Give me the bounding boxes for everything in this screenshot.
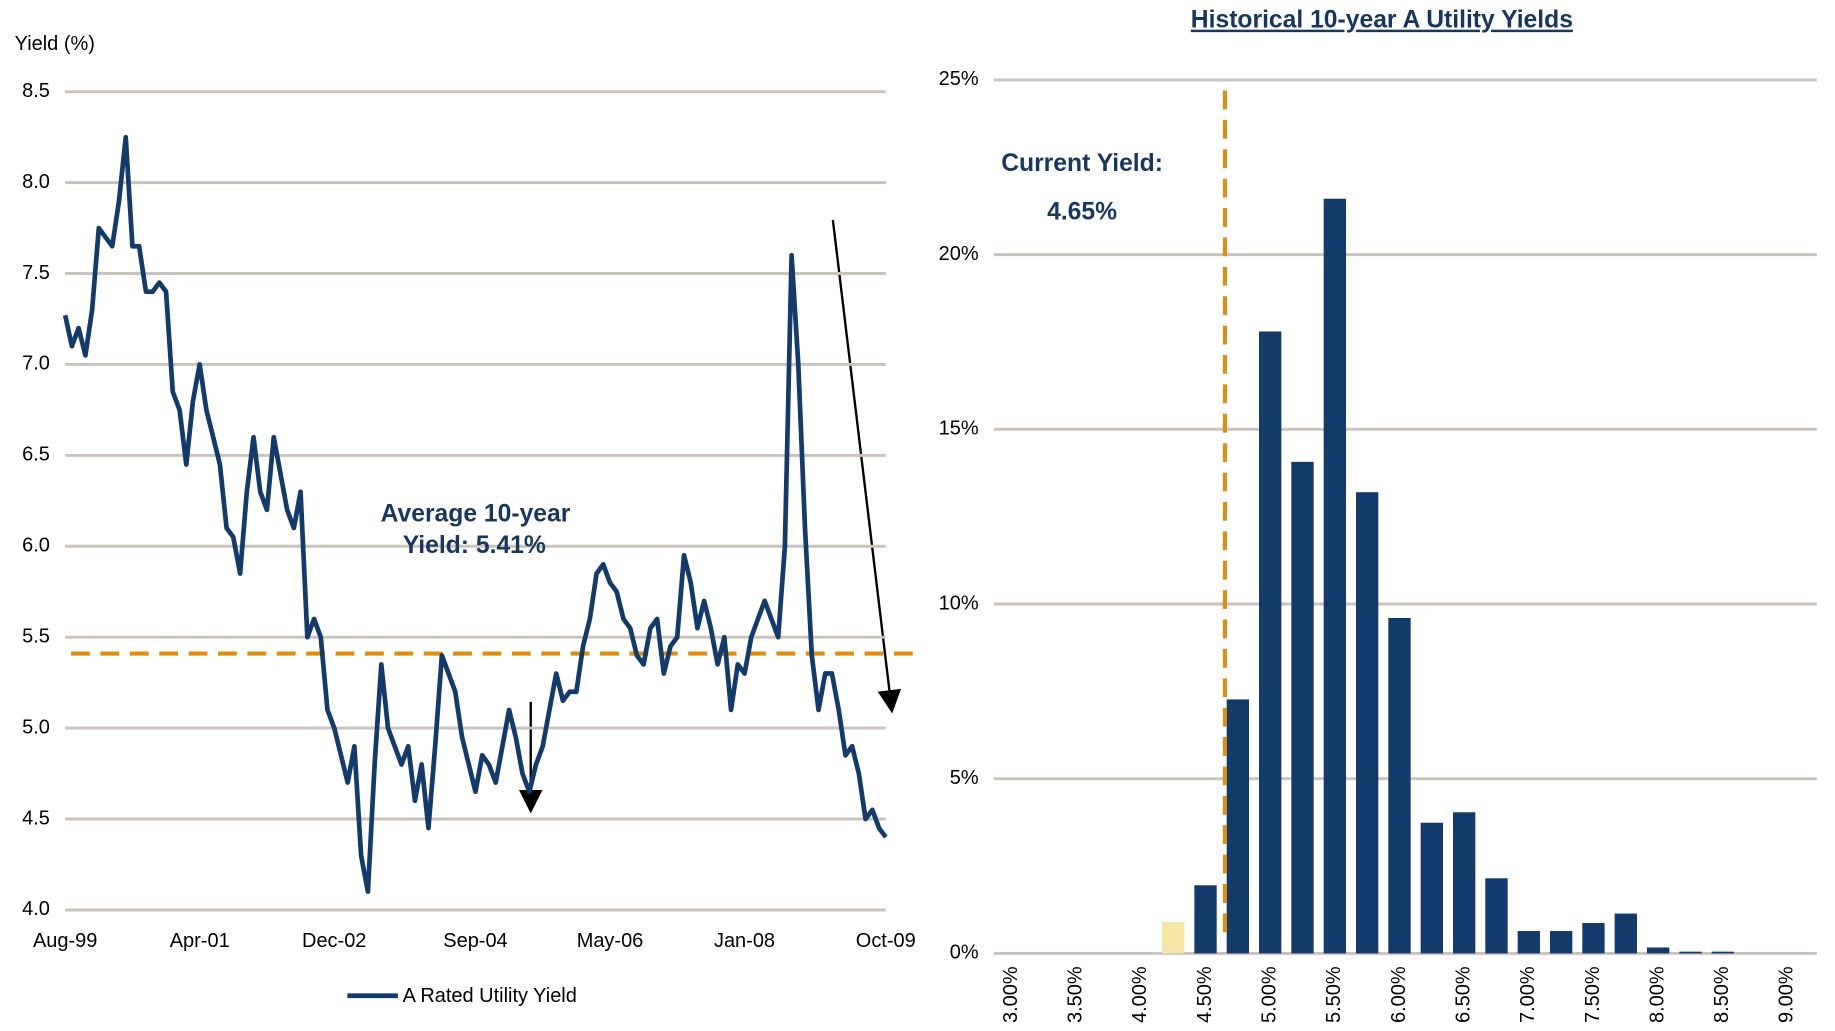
x-tick-label: Sep-04 <box>443 930 507 952</box>
x-tick-label: 8.00% <box>1646 966 1668 1023</box>
bar <box>1291 461 1314 954</box>
bar <box>1388 617 1411 954</box>
legend-label: A Rated Utility Yield <box>403 985 577 1007</box>
x-tick-label: 6.00% <box>1388 966 1410 1023</box>
y-tick-label: 5% <box>950 767 979 789</box>
x-tick-label: 8.50% <box>1711 966 1733 1023</box>
bar <box>1162 921 1185 954</box>
y-tick-label: 4.0 <box>22 898 50 920</box>
annotation: Yield: 5.41% <box>403 532 546 559</box>
x-tick-label: 6.50% <box>1452 966 1474 1023</box>
bar <box>1259 331 1282 954</box>
annotation: Current Yield: <box>1001 150 1163 177</box>
y-tick-label: 10% <box>939 592 979 614</box>
x-tick-label: Dec-02 <box>302 930 366 952</box>
y-tick-label: 6.5 <box>22 444 50 466</box>
y-tick-label: 7.5 <box>22 262 50 284</box>
y-tick-label: 7.0 <box>22 353 50 375</box>
y-tick-label: 25% <box>939 68 979 90</box>
x-tick-label: 3.00% <box>1000 966 1022 1023</box>
x-tick-label: Aug-99 <box>33 930 97 952</box>
bar <box>1452 812 1476 954</box>
x-tick-label: Jan-08 <box>714 930 775 952</box>
y-tick-label: 8.5 <box>22 80 50 102</box>
bar <box>1679 951 1702 954</box>
bar <box>1323 198 1347 954</box>
x-tick-label: 9.00% <box>1776 966 1798 1023</box>
bar <box>1582 923 1605 954</box>
annotation: 4.65% <box>1047 198 1117 225</box>
x-tick-label: 3.50% <box>1064 966 1086 1023</box>
chart-title: Historical 10-year A Utility Yields <box>1191 7 1573 34</box>
x-tick-label: 4.50% <box>1194 966 1216 1023</box>
y-tick-label: 15% <box>939 418 979 440</box>
annotation: Average 10-year <box>381 500 571 527</box>
bar <box>1646 947 1670 954</box>
arrow <box>831 219 902 714</box>
bar <box>1194 885 1217 954</box>
bar <box>1614 913 1637 954</box>
bar <box>1355 492 1379 954</box>
bar <box>1420 822 1443 954</box>
x-tick-label: 7.00% <box>1517 966 1539 1023</box>
bar <box>1711 951 1734 954</box>
y-tick-label: 8.0 <box>22 171 50 193</box>
line-series <box>62 134 888 895</box>
y-tick-label: 0% <box>950 942 979 964</box>
y-axis-label: Yield (%) <box>15 33 95 55</box>
y-tick-label: 5.0 <box>22 716 50 738</box>
bar <box>1517 931 1540 954</box>
bar <box>1226 699 1250 954</box>
bar <box>1549 931 1573 954</box>
x-tick-label: 7.50% <box>1582 966 1604 1023</box>
bar <box>1485 878 1508 954</box>
y-tick-label: 6.0 <box>22 535 50 557</box>
x-tick-label: 4.00% <box>1129 966 1151 1023</box>
y-tick-label: 5.5 <box>22 625 50 647</box>
x-tick-label: 5.00% <box>1258 966 1280 1023</box>
y-tick-label: 4.5 <box>22 807 50 829</box>
x-tick-label: May-06 <box>577 930 644 952</box>
x-tick-label: Apr-01 <box>170 930 230 952</box>
x-tick-label: Oct-09 <box>856 930 916 952</box>
y-tick-label: 20% <box>939 243 979 265</box>
x-tick-label: 5.50% <box>1323 966 1345 1023</box>
